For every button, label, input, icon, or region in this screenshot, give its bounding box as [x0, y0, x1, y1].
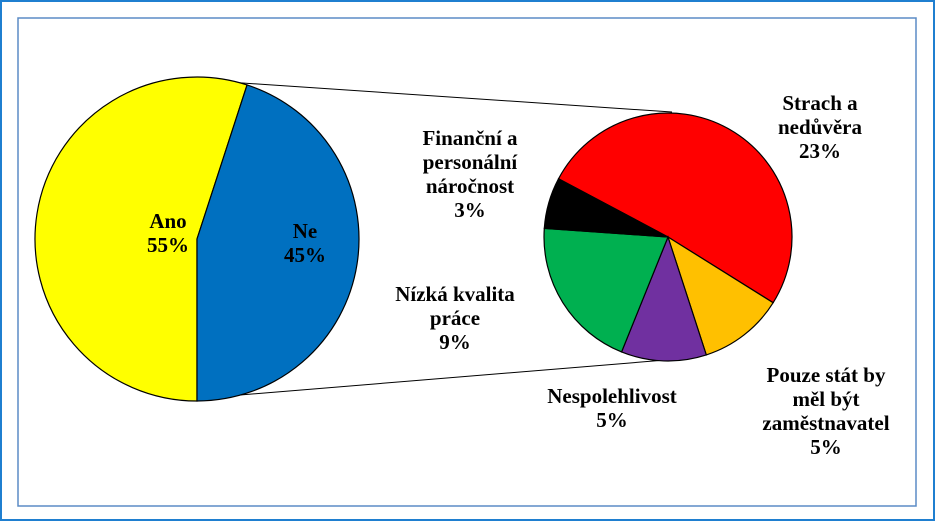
pie-slice [666, 235, 774, 356]
category-label: Pouze stát by měl být zaměstnavatel [762, 363, 890, 435]
category-label: Ne [292, 219, 318, 243]
connector [227, 81, 673, 113]
pie-slice [543, 227, 669, 353]
category-label: Nespolehlivost [547, 384, 677, 408]
value-label: 5% [810, 435, 842, 459]
value-label: 3% [454, 198, 486, 222]
category-label: Finanční a personální náročnost [422, 126, 518, 198]
pie-slice [196, 84, 360, 402]
category-label: Strach a nedůvěra [778, 91, 862, 139]
plot-frame [17, 17, 917, 507]
value-label: 9% [439, 330, 471, 354]
slice-label: Finanční a personální náročnost 3% [422, 126, 517, 222]
slice-label: Nízká kvalita práce 9% [395, 282, 515, 354]
slice-label: Ne 45% [284, 219, 326, 267]
pie-slice [557, 112, 793, 304]
value-label: 5% [596, 408, 628, 432]
category-label: Nízká kvalita práce [395, 282, 515, 330]
slice-label: Strach a nedůvěra 23% [778, 91, 862, 163]
slice-label: Pouze stát by měl být zaměstnavatel 5% [762, 363, 889, 459]
category-label: Ano [149, 209, 187, 233]
slice-label: Nespolehlivost 5% [547, 384, 677, 432]
slice-label: Ano 55% [147, 209, 189, 257]
value-label: 23% [799, 139, 841, 163]
connector [227, 357, 691, 397]
pie-slice [34, 76, 248, 402]
value-label: 55% [147, 233, 189, 257]
pie-slice [620, 235, 708, 362]
value-label: 45% [284, 243, 326, 267]
pie-slice [543, 177, 669, 238]
